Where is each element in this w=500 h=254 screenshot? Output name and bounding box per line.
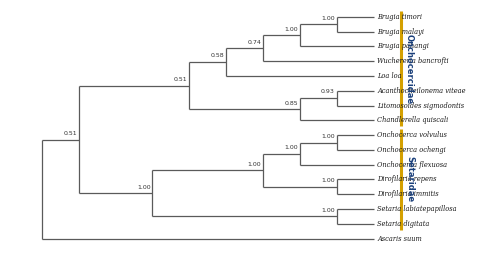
Text: Setaria digitata: Setaria digitata [378,220,430,228]
Text: 1.00: 1.00 [137,185,150,190]
Text: 0.85: 0.85 [284,101,298,106]
Text: Brugia pahangi: Brugia pahangi [378,42,429,51]
Text: 0.93: 0.93 [321,89,335,94]
Text: 0.74: 0.74 [248,40,261,45]
Text: Onchocerca ochengi: Onchocerca ochengi [378,146,446,154]
Text: 1.00: 1.00 [284,145,298,150]
Text: 1.00: 1.00 [322,208,335,213]
Text: Loa loa: Loa loa [378,72,402,80]
Text: 1.00: 1.00 [284,27,298,32]
Text: Onchocerca flexuosa: Onchocerca flexuosa [378,161,448,169]
Text: Acanthocheilonema viteae: Acanthocheilonema viteae [378,87,466,95]
Text: Brugia timori: Brugia timori [378,13,422,21]
Text: Wuchereria bancrofti: Wuchereria bancrofti [378,57,449,65]
Text: Ascaris suum: Ascaris suum [378,235,422,243]
Text: Onchocerca volvulus: Onchocerca volvulus [378,131,447,139]
Text: Onchocercidae: Onchocercidae [405,34,414,104]
Text: 1.00: 1.00 [248,162,261,167]
Text: 0.51: 0.51 [174,77,188,82]
Text: 1.00: 1.00 [322,15,335,21]
Text: 1.00: 1.00 [322,178,335,183]
Text: Dirofilaria immitis: Dirofilaria immitis [378,190,439,198]
Text: 1.00: 1.00 [322,134,335,139]
Text: 0.58: 0.58 [210,53,224,58]
Text: 0.51: 0.51 [64,131,77,136]
Text: Setaridae: Setaridae [405,156,414,202]
Text: Brugia malayi: Brugia malayi [378,28,424,36]
Text: Chandlerella quiscali: Chandlerella quiscali [378,116,448,124]
Text: Litomosoides sigmodontis: Litomosoides sigmodontis [378,102,464,109]
Text: Dirofilaria repens: Dirofilaria repens [378,176,437,183]
Text: Setaria labiatepapillosa: Setaria labiatepapillosa [378,205,457,213]
